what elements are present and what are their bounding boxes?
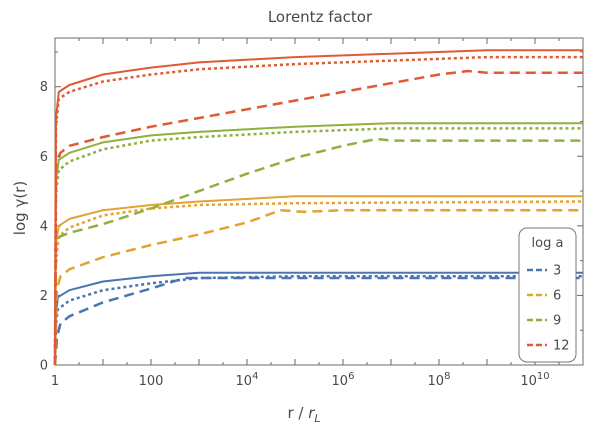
legend: log a 3 6 9 12	[518, 227, 577, 363]
series-line-12-dashed	[53, 69, 583, 366]
series-line-9-dashed	[53, 137, 583, 366]
x-tick-label: 104	[236, 371, 259, 389]
legend-label-3: 3	[553, 264, 561, 279]
x-tick-label: 1010	[520, 371, 549, 389]
legend-label-12: 12	[553, 339, 570, 354]
series-line-6-dashed	[53, 208, 583, 366]
legend-box	[518, 227, 577, 363]
y-tick-label: 0	[40, 359, 48, 374]
chart-title: Lorentz factor	[268, 8, 373, 26]
y-tick-label: 8	[40, 80, 48, 95]
series-line-9-dotted	[53, 127, 583, 366]
series-line-6-solid	[54, 195, 583, 366]
y-tick-label: 2	[40, 289, 48, 304]
y-tick-label: 4	[40, 219, 48, 234]
x-tick-label: 108	[428, 371, 451, 389]
x-axis-label: r / rL	[287, 404, 320, 425]
axes: 1 100 104 106 108 1010 0 2 4 6 8	[40, 37, 584, 389]
plot-frame	[54, 37, 584, 366]
legend-label-9: 9	[553, 314, 561, 329]
series-line-6-dotted	[53, 200, 584, 366]
x-tick-label: 106	[332, 371, 355, 389]
series-layer	[53, 49, 584, 366]
series-line-3-solid	[54, 271, 583, 366]
series-line-12-dotted	[53, 55, 583, 366]
x-tick-label: 100	[139, 374, 164, 389]
series-line-3-dotted	[53, 275, 583, 366]
x-tick-label: 1	[51, 374, 59, 389]
legend-title: log a	[532, 236, 564, 251]
series-line-9-solid	[54, 122, 583, 366]
legend-label-6: 6	[553, 289, 561, 304]
y-tick-label: 6	[40, 150, 48, 165]
series-line-3-dashed	[53, 276, 583, 366]
series-line-12-solid	[54, 49, 583, 366]
y-axis-label: log γ(r)	[11, 181, 29, 235]
